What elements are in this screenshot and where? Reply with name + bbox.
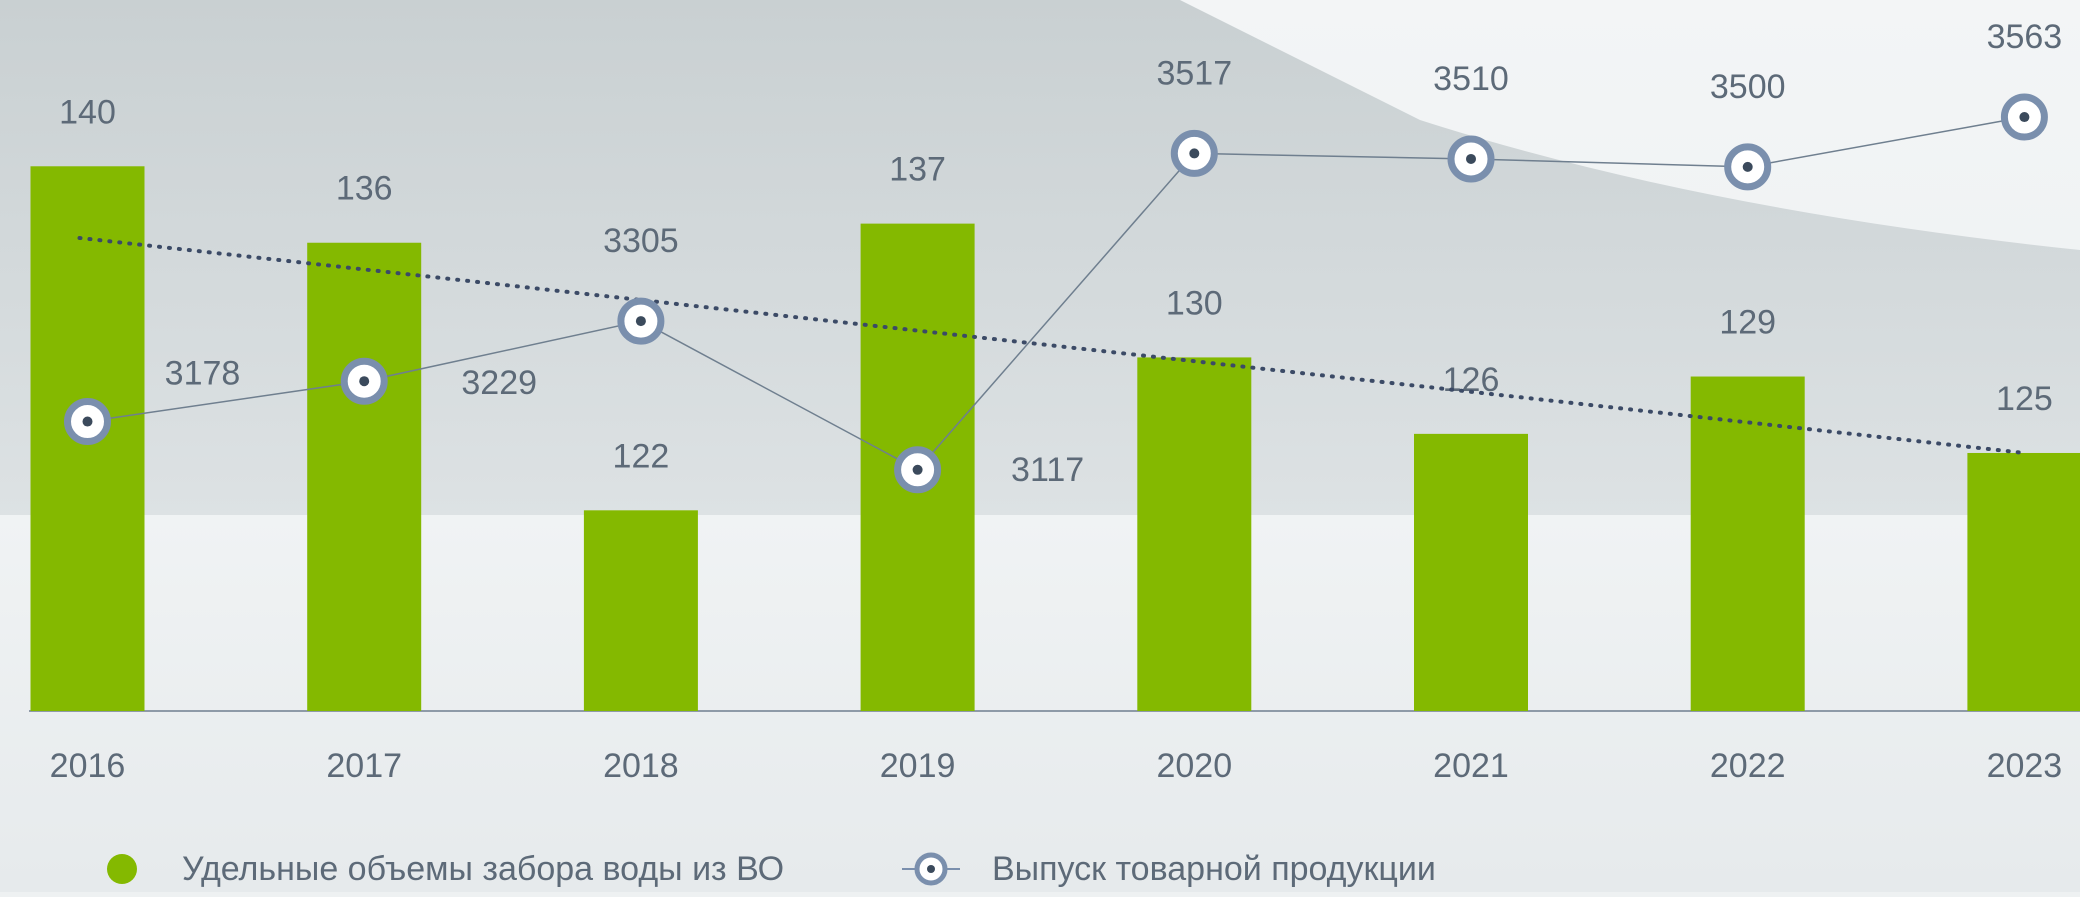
- x-tick-label: 2023: [1987, 747, 2063, 785]
- bar-value-label: 129: [1719, 304, 1776, 342]
- bar: [307, 243, 421, 711]
- bar-value-label: 137: [889, 151, 946, 189]
- line-value-label: 3500: [1710, 68, 1786, 106]
- line-value-label: 3229: [461, 364, 537, 402]
- x-tick-label: 2017: [326, 747, 402, 785]
- line-marker-dot: [359, 376, 369, 386]
- line-marker-dot: [83, 417, 93, 427]
- legend-swatch: [107, 854, 137, 884]
- bar-value-label: 122: [613, 437, 670, 475]
- legend-label: Удельные объемы забора воды из ВО: [182, 850, 784, 888]
- x-tick-label: 2016: [50, 747, 126, 785]
- bar-value-label: 136: [336, 170, 393, 208]
- line-value-label: 3305: [603, 222, 679, 260]
- line-marker-dot: [1189, 148, 1199, 158]
- x-tick-label: 2020: [1156, 747, 1232, 785]
- line-value-label: 3563: [1987, 18, 2063, 56]
- bar-value-label: 140: [59, 93, 116, 131]
- line-marker-dot: [1743, 162, 1753, 172]
- line-marker-dot: [913, 465, 923, 475]
- line-marker-dot: [2019, 112, 2029, 122]
- legend: Удельные объемы забора воды из ВО Выпуск…: [107, 850, 1436, 888]
- line-value-label: 3517: [1156, 54, 1232, 92]
- line-value-label: 3510: [1433, 60, 1509, 98]
- legend-label: Выпуск товарной продукции: [992, 850, 1436, 888]
- chart: 2016 2017 2018 2019 2020 2021 2022 2023 140 136 12…: [0, 0, 2080, 892]
- bar: [584, 510, 698, 711]
- bar: [1414, 434, 1528, 711]
- x-tick-label: 2022: [1710, 747, 1786, 785]
- line-marker-dot: [636, 316, 646, 326]
- bar-value-label: 125: [1996, 380, 2053, 418]
- bar: [1967, 453, 2080, 711]
- x-tick-label: 2021: [1433, 747, 1509, 785]
- bar-value-label: 130: [1166, 284, 1223, 322]
- x-tick-label: 2019: [880, 747, 956, 785]
- line-marker-dot: [1466, 154, 1476, 164]
- bar: [1137, 357, 1251, 711]
- x-tick-label: 2018: [603, 747, 679, 785]
- line-value-label: 3117: [1011, 451, 1084, 489]
- legend-marker-dot: [927, 865, 935, 873]
- line-value-label: 3178: [165, 355, 241, 393]
